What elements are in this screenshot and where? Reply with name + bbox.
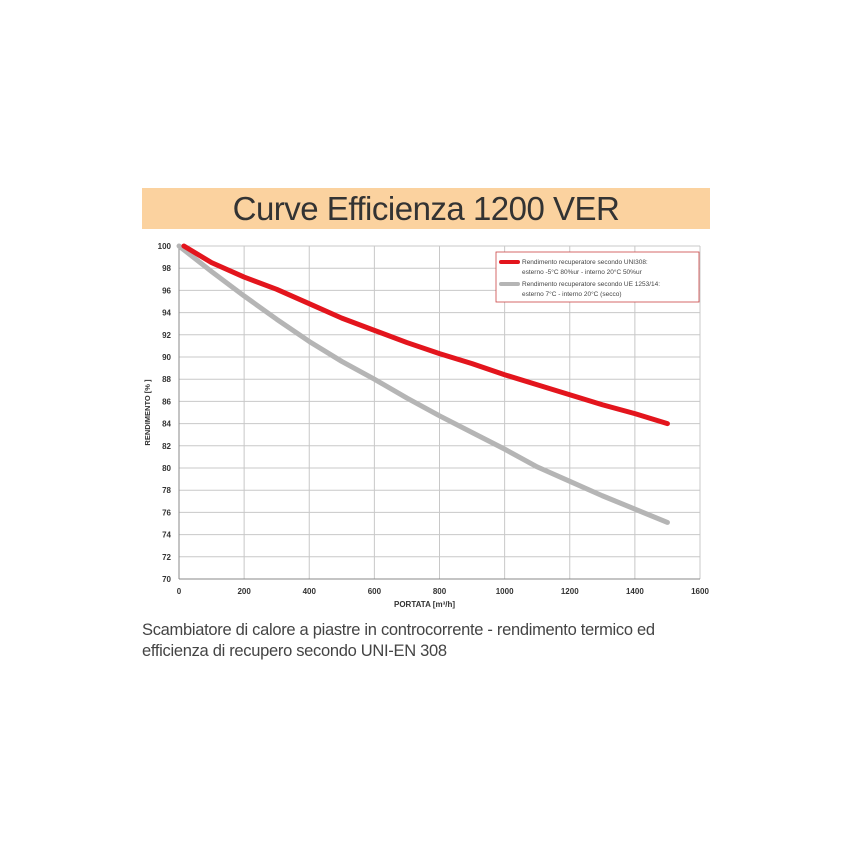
y-tick-label: 70 bbox=[162, 575, 171, 584]
y-tick-label: 80 bbox=[162, 464, 171, 473]
y-tick-label: 84 bbox=[162, 420, 171, 429]
x-tick-label: 1600 bbox=[691, 587, 709, 596]
y-tick-label: 78 bbox=[162, 486, 171, 495]
y-axis-label: RENDIMENTO [% ] bbox=[143, 379, 152, 446]
x-tick-label: 200 bbox=[237, 587, 251, 596]
x-tick-label: 1400 bbox=[626, 587, 644, 596]
y-tick-label: 76 bbox=[162, 508, 171, 517]
y-tick-label: 88 bbox=[162, 375, 171, 384]
y-tick-label: 90 bbox=[162, 353, 171, 362]
caption: Scambiatore di calore a piastre in contr… bbox=[142, 621, 655, 660]
y-tick-label: 74 bbox=[162, 531, 171, 540]
y-tick-label: 92 bbox=[162, 331, 171, 340]
y-tick-label: 86 bbox=[162, 397, 171, 406]
x-tick-label: 0 bbox=[177, 587, 182, 596]
y-tick-label: 96 bbox=[162, 286, 171, 295]
x-tick-label: 800 bbox=[433, 587, 447, 596]
y-tick-label: 94 bbox=[162, 309, 171, 318]
legend-label: esterno 7°C - interno 20°C (secco) bbox=[522, 290, 622, 298]
chart-title: Curve Efficienza 1200 VER bbox=[232, 189, 620, 227]
y-tick-label: 82 bbox=[162, 442, 171, 451]
series-line-0 bbox=[181, 243, 670, 427]
x-tick-label: 400 bbox=[303, 587, 317, 596]
x-axis-label: PORTATA [m³/h] bbox=[394, 600, 455, 609]
legend-label: Rendimento recuperatore secondo UE 1253/… bbox=[522, 281, 660, 288]
x-tick-label: 1200 bbox=[561, 587, 579, 596]
x-tick-label: 600 bbox=[368, 587, 382, 596]
y-tick-label: 72 bbox=[162, 553, 171, 562]
x-tick-label: 1000 bbox=[496, 587, 514, 596]
legend-label: Rendimento recuperatore secondo UNI308: bbox=[522, 259, 648, 266]
y-tick-label: 98 bbox=[162, 264, 171, 273]
y-tick-label: 100 bbox=[158, 242, 172, 251]
chart-title-banner: Curve Efficienza 1200 VER bbox=[142, 188, 710, 229]
series-line-1 bbox=[176, 243, 670, 525]
legend-box bbox=[495, 251, 700, 303]
legend-label: esterno -5°C 80%ur - interno 20°C 50%ur bbox=[522, 268, 643, 276]
